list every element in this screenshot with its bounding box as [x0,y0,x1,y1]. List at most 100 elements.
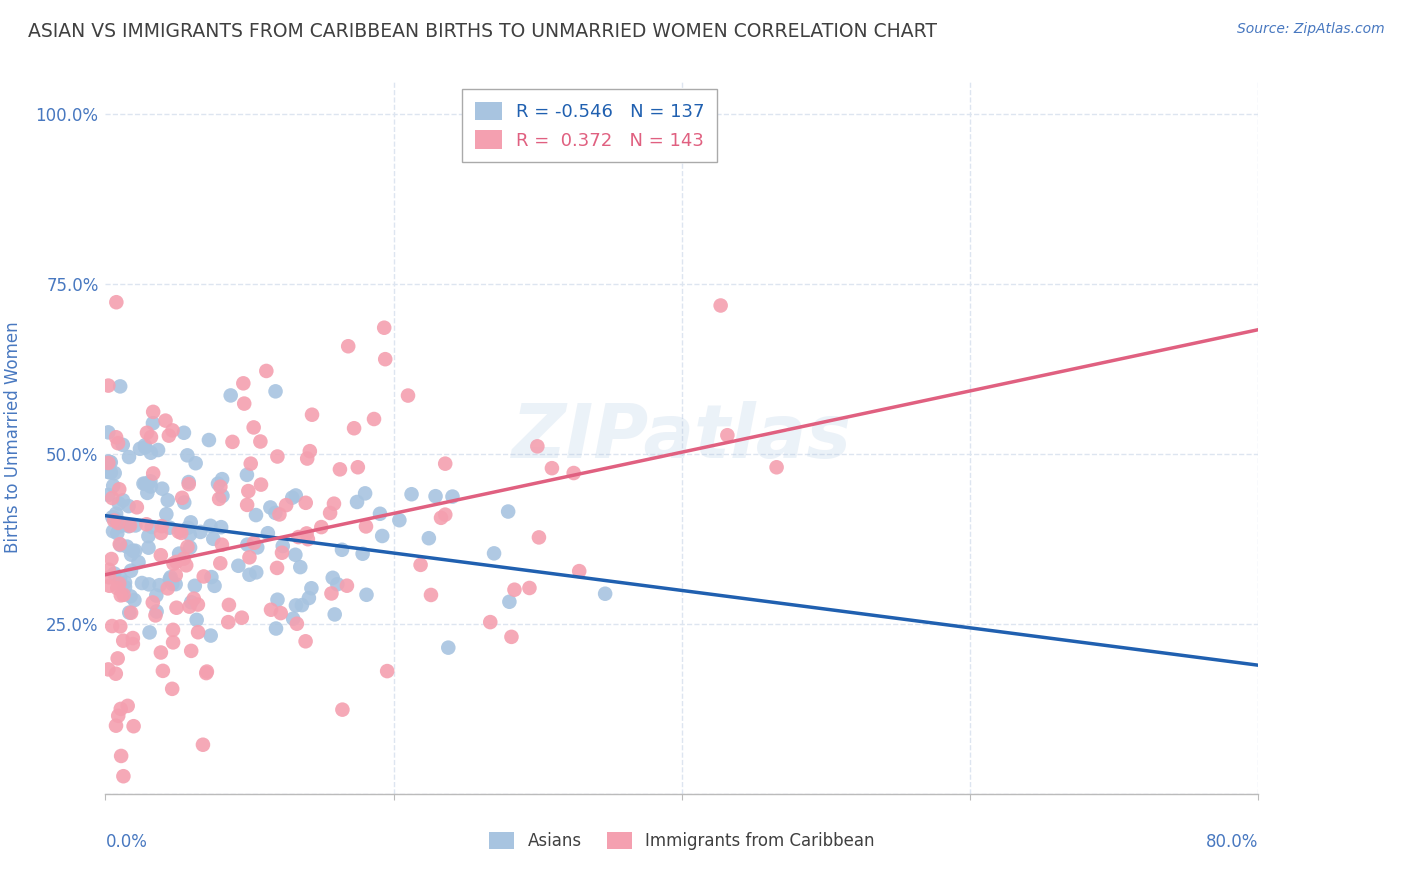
Point [593,587,616,601]
Point [97,563,120,577]
Point [103,511,125,525]
Point [238,484,260,499]
Point [107,516,129,530]
Point [245,566,267,580]
Point [271,539,294,553]
Point [242,420,264,434]
Point [311,520,333,534]
Point [129,442,152,456]
Point [108,571,131,585]
Point [177,477,200,491]
Point [138,541,160,555]
Point [190,524,212,539]
Point [101,524,124,538]
Point [162,635,184,649]
Point [527,530,550,544]
Point [97,456,120,470]
Text: 80.0%: 80.0% [1206,833,1258,851]
Point [179,599,201,614]
Point [145,605,167,619]
Point [114,517,136,532]
Point [295,526,318,541]
Point [103,479,125,493]
Point [187,598,209,612]
Point [418,531,440,545]
Point [437,640,460,655]
Point [195,666,218,681]
Point [134,440,156,454]
Point [165,555,187,569]
Point [103,513,125,527]
Point [97,488,120,502]
Point [501,630,523,644]
Point [207,476,229,491]
Point [204,579,226,593]
Point [124,543,146,558]
Point [264,622,287,636]
Point [115,540,138,554]
Point [228,558,250,573]
Point [101,510,124,524]
Point [202,532,225,546]
Point [98,579,121,593]
Point [139,475,162,489]
Point [138,529,160,543]
Point [104,666,127,681]
Point [329,462,352,476]
Point [157,428,180,442]
Point [396,388,419,402]
Point [105,581,128,595]
Point [284,599,307,613]
Point [260,603,283,617]
Point [141,520,163,534]
Point [111,438,134,452]
Point [323,497,346,511]
Point [374,352,396,367]
Point [148,578,170,592]
Point [162,423,184,437]
Point [710,298,733,312]
Point [254,364,277,378]
Point [270,606,292,620]
Point [291,598,314,612]
Point [108,519,131,533]
Point [100,466,122,480]
Point [208,491,231,506]
Point [290,560,312,574]
Point [246,541,269,555]
Point [110,619,132,633]
Point [200,629,222,643]
Point [264,506,287,520]
Point [281,612,304,626]
Point [347,460,370,475]
Point [209,556,232,570]
Point [294,634,316,648]
Point [97,465,120,479]
Point [323,607,346,622]
Point [266,592,288,607]
Point [330,542,353,557]
Point [264,384,287,399]
Point [146,443,169,458]
Point [98,455,121,469]
Point [97,662,120,676]
Point [266,561,288,575]
Point [219,388,242,402]
Text: ZIPatlas: ZIPatlas [512,401,852,474]
Text: 0.0%: 0.0% [105,833,148,851]
Point [177,521,200,535]
Point [243,536,266,550]
Point [142,467,165,481]
Point [97,454,120,468]
Point [425,489,447,503]
Point [238,550,260,565]
Point [117,499,139,513]
Point [562,466,585,480]
Point [176,540,198,554]
Point [217,615,239,629]
Point [266,450,288,464]
Point [124,518,146,533]
Point [239,457,262,471]
Point [209,520,232,534]
Point [211,472,233,486]
